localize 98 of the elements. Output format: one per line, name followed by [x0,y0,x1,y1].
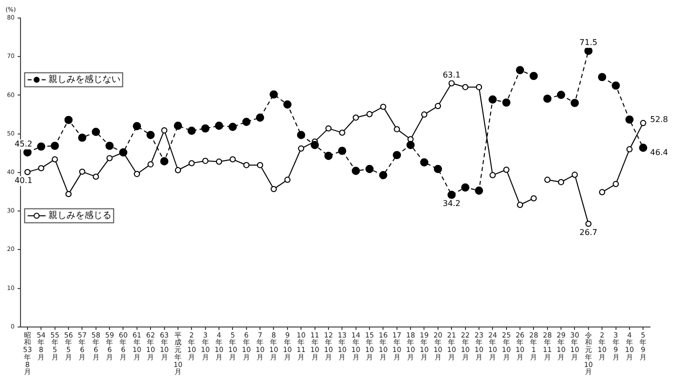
point [365,164,374,174]
point [228,122,237,131]
point [216,158,222,165]
point [584,46,593,55]
point [37,142,46,151]
point [270,90,278,99]
point [310,140,319,150]
point [352,166,360,176]
legend-label: 親しみを感じる [48,210,112,222]
annotation: 63.1 [442,70,461,80]
point [146,130,155,140]
point [65,190,72,198]
point [148,161,154,168]
point [625,115,634,124]
point [243,162,250,168]
point [558,179,564,186]
point [23,148,32,156]
point [612,81,620,90]
annotation: 52.8 [650,115,668,124]
point [188,126,196,135]
point [639,144,648,152]
point [556,90,566,99]
point [572,172,578,178]
point [420,158,428,167]
point [544,176,550,183]
point [392,150,401,160]
point [462,84,468,90]
point [283,100,292,109]
annotation: 71.5 [580,38,598,47]
point [202,158,208,164]
point [503,166,510,173]
point [476,84,482,90]
point [50,142,59,150]
point [379,171,388,180]
point [298,145,304,152]
point [256,114,264,122]
point [64,116,73,124]
point [106,155,113,162]
annotation: 46.4 [650,148,668,157]
point [297,130,306,140]
point [92,174,99,180]
point [516,202,524,208]
point [256,162,264,168]
point [38,165,44,172]
point [201,124,210,133]
point [380,104,386,110]
point [161,127,168,134]
annotation: 26.7 [580,228,598,237]
point [325,125,332,132]
point [214,122,224,130]
legend-label: 親しみを感じない [48,74,121,86]
point [160,157,168,166]
point [490,172,496,178]
annotation: 45.2 [14,139,32,148]
annotation: 34.2 [442,198,461,208]
point [339,130,346,136]
point [448,80,455,86]
point [626,146,633,152]
point [174,167,182,174]
point [406,140,415,150]
point [530,195,537,202]
point [516,66,524,74]
point [270,186,277,192]
point [461,183,470,192]
point [640,120,646,126]
point [448,190,456,199]
point [488,95,497,104]
point [132,122,142,130]
point [78,134,86,142]
point [242,118,250,126]
point [230,156,236,162]
point [52,156,58,162]
point [324,152,333,160]
point [530,72,538,80]
point [24,168,31,176]
point [366,111,373,118]
point [284,176,291,183]
point [134,170,140,178]
point [599,189,606,196]
point [585,220,592,227]
annotation: 40.1 [14,176,32,186]
point [394,126,400,132]
point [474,186,484,195]
point [92,128,100,136]
point [338,146,346,155]
point [352,114,359,121]
point [434,164,442,174]
point [434,102,442,110]
point [570,98,579,108]
point [543,94,552,103]
point [105,142,114,150]
point [598,72,606,82]
point [174,122,182,130]
point [79,168,86,175]
point [421,111,428,118]
point [612,180,619,188]
point [502,98,510,107]
point [188,160,195,166]
